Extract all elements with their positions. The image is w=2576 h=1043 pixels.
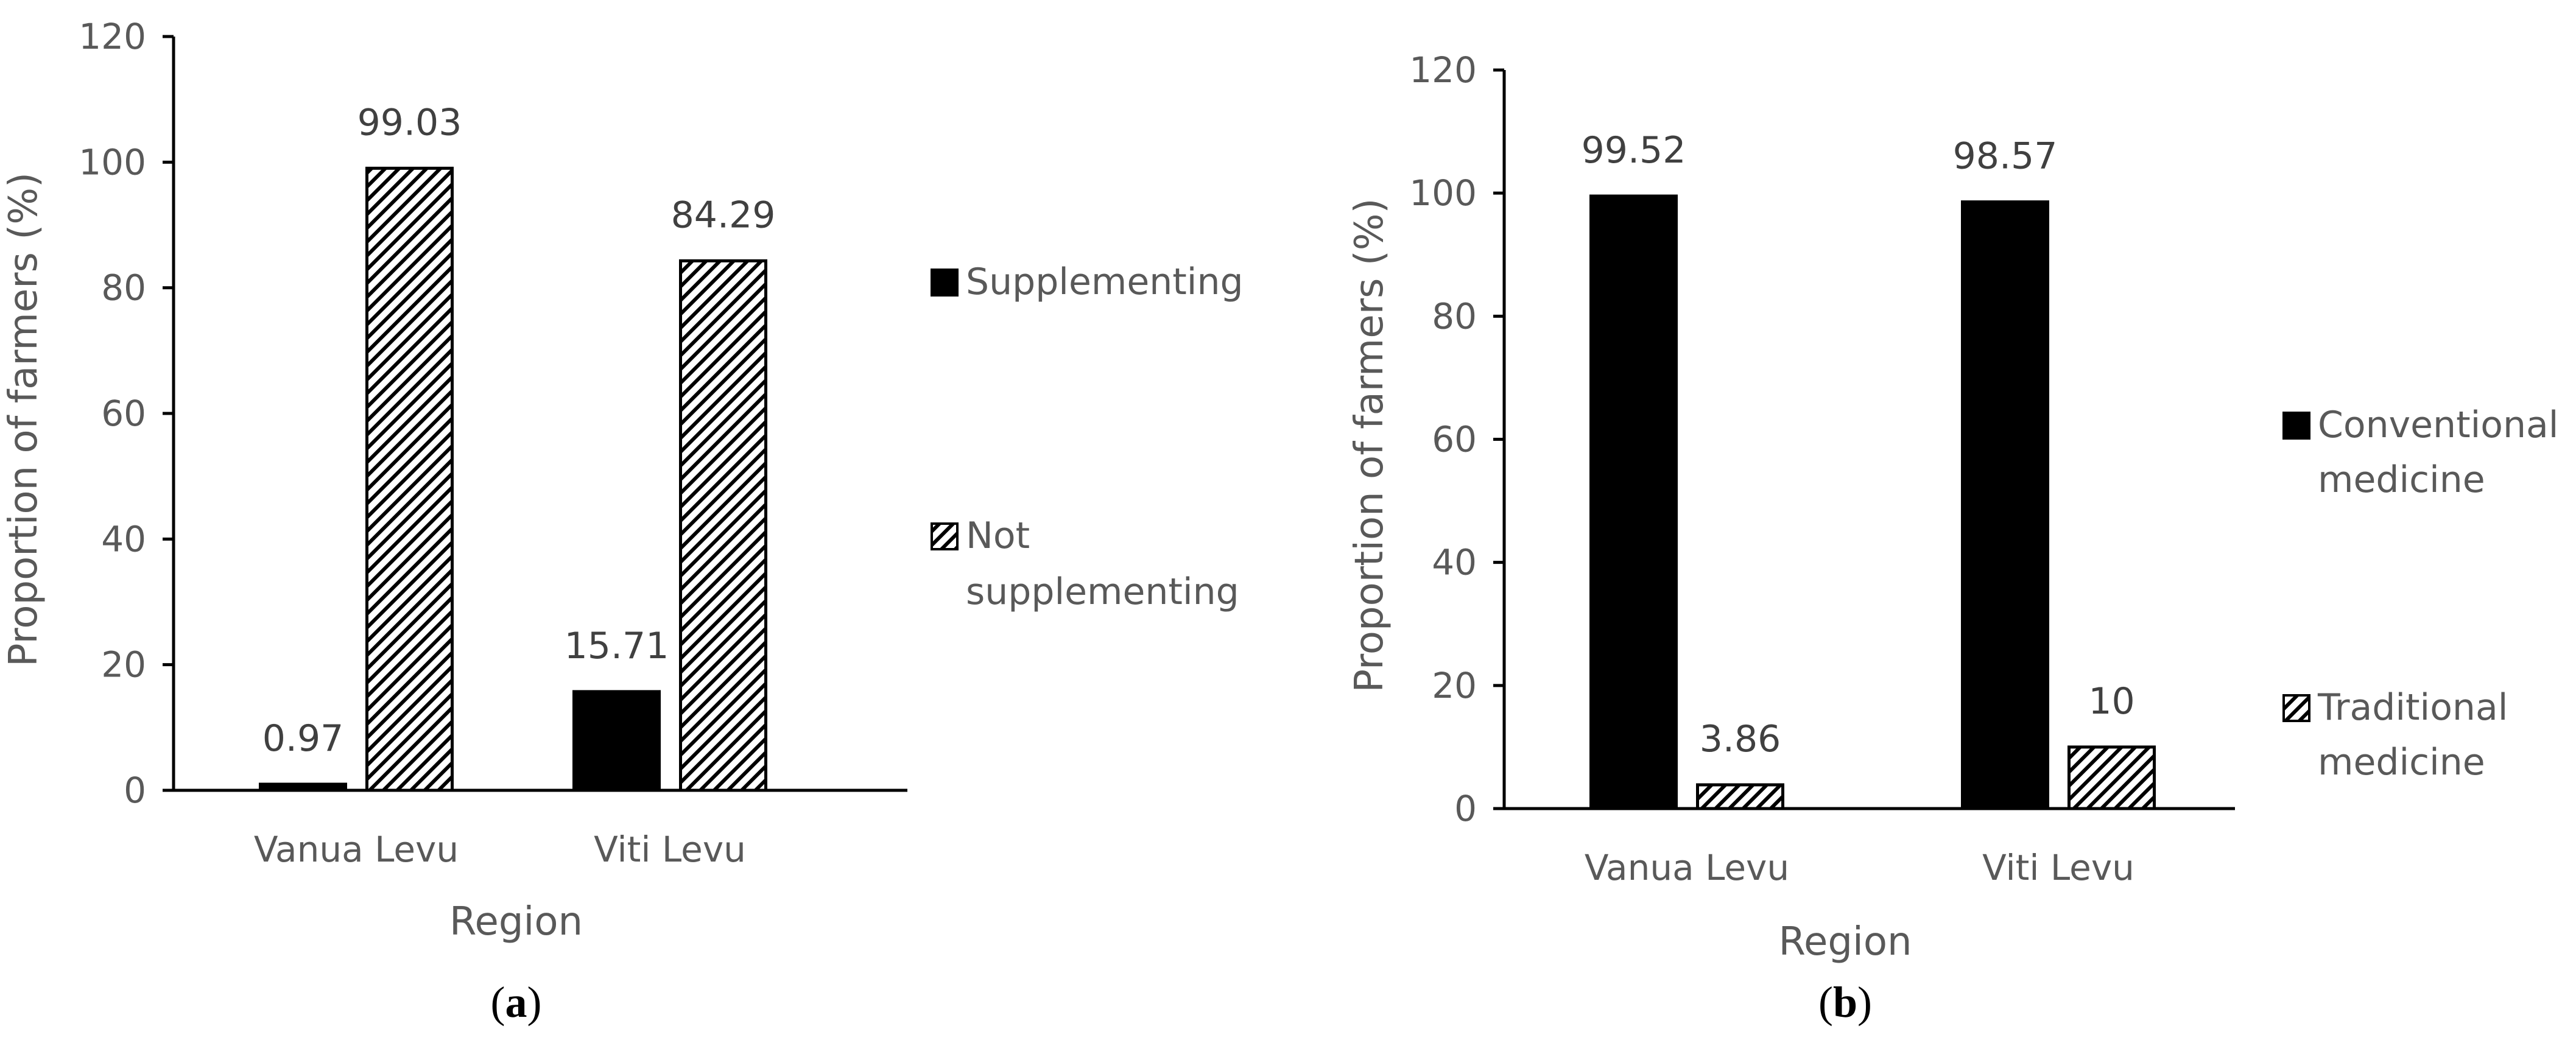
legend-swatch xyxy=(2282,694,2310,722)
bar xyxy=(365,166,454,792)
x-tick-label: Viti Levu xyxy=(594,829,746,870)
panel-open-paren: ( xyxy=(1818,978,1833,1027)
y-tick-label: 20 xyxy=(1432,665,1477,706)
chart-a: 0 20 40 60 80 100 120 0.97 15.71 99.03 84.29 Vanua … xyxy=(1,16,1244,1027)
x-tick-label: Viti Levu xyxy=(1982,847,2134,888)
x-axis-title: Region xyxy=(449,899,583,944)
y-tick-label: 40 xyxy=(1432,542,1477,583)
panel-close-paren: ) xyxy=(527,978,542,1027)
bar xyxy=(679,259,767,792)
bar xyxy=(572,690,661,792)
y-tick-label: 0 xyxy=(124,770,146,811)
y-tick-label: 80 xyxy=(101,267,146,309)
bar xyxy=(1696,783,1784,810)
y-tick-label: 20 xyxy=(101,644,146,686)
y-axis-title: Proportion of farmers (%) xyxy=(1,172,46,667)
bar xyxy=(1589,194,1678,810)
y-tick-label: 120 xyxy=(1409,49,1477,91)
data-label: 99.52 xyxy=(1582,129,1686,172)
legend-label: Traditional xyxy=(2317,686,2508,729)
panel-letter: a xyxy=(505,978,527,1027)
chart-b: 0 20 40 60 80 100 120 99.52 98.57 3.86 10 Vanua Lev… xyxy=(1347,49,2558,1027)
panel-caption: (b) xyxy=(1818,978,1872,1027)
data-label: 10 xyxy=(2088,680,2134,723)
panel-open-paren: ( xyxy=(491,978,505,1027)
x-tick-label: Vanua Levu xyxy=(1585,847,1789,888)
bar xyxy=(259,782,347,792)
data-label: 3.86 xyxy=(1700,718,1781,760)
legend-label: medicine xyxy=(2318,458,2485,501)
legend-label: Conventional xyxy=(2318,404,2558,446)
y-tick-label: 80 xyxy=(1432,295,1477,337)
bar xyxy=(1961,200,2049,810)
y-tick-label: 120 xyxy=(79,16,146,57)
panel-caption: (a) xyxy=(491,978,542,1027)
data-label: 84.29 xyxy=(671,194,776,236)
legend-swatch xyxy=(931,522,959,550)
y-tick-label: 100 xyxy=(79,141,146,183)
y-tick-label: 60 xyxy=(101,393,146,434)
bar xyxy=(2067,745,2156,810)
data-label: 0.97 xyxy=(262,717,344,760)
legend-label: supplementing xyxy=(966,571,1239,613)
y-tick-label: 0 xyxy=(1454,788,1477,829)
legend-swatch xyxy=(2282,412,2310,440)
legend-swatch xyxy=(931,269,959,297)
x-axis-title: Region xyxy=(1778,919,1912,964)
legend-label: Supplementing xyxy=(966,261,1244,303)
legend-label: Not xyxy=(966,514,1030,557)
panel-letter: b xyxy=(1833,978,1857,1027)
y-tick-label: 100 xyxy=(1409,172,1477,214)
legend-label: medicine xyxy=(2318,741,2485,784)
y-axis-title: Proportion of farmers (%) xyxy=(1347,198,1392,693)
panel-close-paren: ) xyxy=(1857,978,1872,1027)
data-label: 99.03 xyxy=(357,101,462,144)
data-label: 98.57 xyxy=(1953,135,2058,178)
x-tick-label: Vanua Levu xyxy=(254,829,459,870)
y-tick-label: 60 xyxy=(1432,419,1477,460)
y-tick-label: 40 xyxy=(101,518,146,560)
data-label: 15.71 xyxy=(565,625,669,667)
